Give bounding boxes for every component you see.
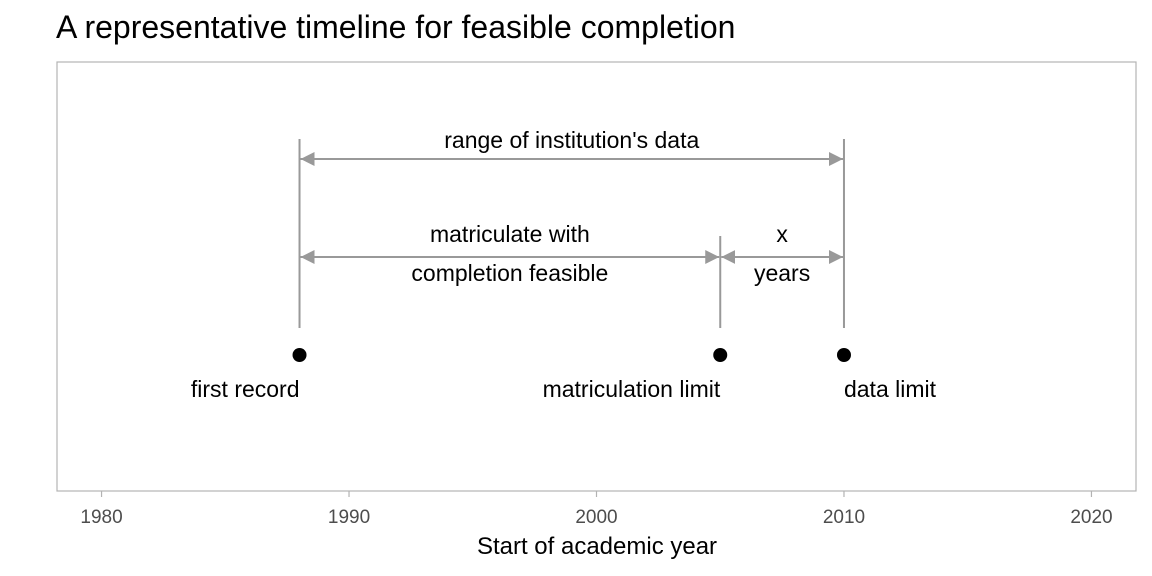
timeline-points: first record matriculation limit data limi… (191, 348, 937, 402)
x-tick-label: 2000 (575, 507, 617, 528)
span-label-line: years (754, 260, 810, 286)
span-label-line: matriculate with (430, 221, 590, 247)
span-arrows: range of institution's data matriculate w… (300, 127, 843, 286)
span-label-line: completion feasible (411, 260, 608, 286)
span-label: range of institution's data (444, 127, 699, 153)
x-tick-label: 2010 (823, 507, 865, 528)
timeline-point (836, 348, 851, 362)
span-label-line: x (776, 221, 788, 247)
timeline-point (292, 348, 307, 362)
x-tick-label: 1980 (80, 507, 122, 528)
point-label: matriculation limit (543, 376, 721, 402)
x-axis-title: Start of academic year (477, 533, 717, 560)
timeline-point (713, 348, 728, 362)
point-label: data limit (844, 376, 937, 402)
marker-lines (298, 139, 845, 328)
x-axis: 1980 1990 2000 2010 2020 (80, 491, 1113, 528)
point-label: first record (191, 376, 300, 402)
x-tick-label: 1990 (328, 507, 370, 528)
chart-title: A representative timeline for feasible c… (56, 9, 736, 45)
x-tick-label: 2020 (1070, 507, 1112, 528)
